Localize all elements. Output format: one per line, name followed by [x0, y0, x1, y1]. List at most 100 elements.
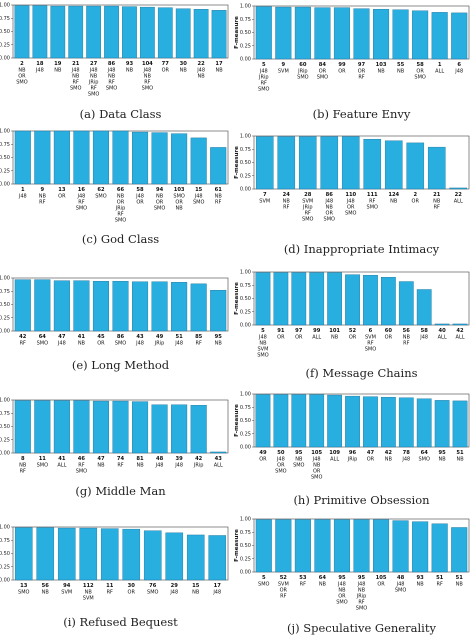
bar: [190, 137, 207, 185]
category-label: 61: [215, 187, 223, 193]
bar: [165, 532, 184, 581]
y-tick-label: 1.00: [240, 4, 251, 10]
y-tick-label: 0.75: [0, 411, 10, 417]
bar: [151, 281, 168, 332]
bar: [190, 283, 207, 332]
classifier-label: J48: [155, 463, 164, 469]
classifier-label: NB: [215, 341, 223, 347]
bar: [92, 130, 109, 185]
classifier-label: SMO: [356, 606, 367, 612]
classifier-label: OR: [412, 199, 420, 205]
classifier-label: J48: [194, 194, 203, 200]
classifier-label: OR: [162, 68, 170, 74]
category-label: 81: [136, 456, 144, 462]
category-label: 86: [108, 61, 116, 67]
classifier-label: OR: [313, 469, 321, 475]
bar: [373, 519, 390, 573]
category-label: 103: [376, 62, 387, 68]
classifier-label: SMO: [345, 211, 356, 217]
classifier-label: NB: [176, 206, 184, 212]
y-tick-label: 1.00: [0, 525, 10, 531]
y-axis-label: F-measure: [234, 16, 240, 49]
bar: [431, 12, 448, 60]
classifier-label: J48: [419, 335, 428, 341]
chart-panel-5: 0.000.250.500.751.00F-measure42RF64SMO47…: [0, 276, 229, 372]
classifier-label: SMO: [115, 341, 126, 347]
bar: [14, 5, 30, 59]
bar: [211, 10, 227, 59]
category-label: 95: [338, 575, 346, 581]
classifier-label: SMO: [193, 200, 204, 206]
classifier-label: SMO: [414, 75, 425, 81]
classifier-label: NB: [385, 457, 393, 463]
category-label: 47: [367, 450, 375, 456]
chart-panel-6: 0.000.250.500.751.00F-measure5J48NBSVMSM…: [234, 270, 470, 380]
classifier-label: SMO: [336, 600, 347, 606]
classifier-label: NB: [313, 463, 321, 469]
category-label: 112: [83, 583, 94, 589]
classifier-label: JRip: [347, 457, 358, 463]
category-label: 95: [295, 450, 303, 456]
y-tick-label: 0.50: [240, 418, 251, 424]
classifier-label: ALL: [214, 463, 223, 469]
panel-caption: (e) Long Method: [72, 358, 170, 372]
bar: [193, 9, 209, 59]
bar: [294, 519, 311, 573]
category-label: 11: [39, 456, 47, 462]
bar: [314, 7, 331, 60]
classifier-label: ALL: [454, 199, 463, 205]
classifier-label: OR: [319, 69, 327, 75]
classifier-label: SVM: [61, 590, 72, 596]
chart-panel-1: 0.000.250.500.751.00F-measure2NBORSMO18J…: [0, 3, 229, 121]
classifier-label: RF: [107, 590, 113, 596]
bar: [363, 274, 378, 326]
classifier-label: ALL: [312, 335, 321, 341]
y-tick-label: 0.50: [0, 302, 10, 308]
classifier-label: J48: [337, 582, 346, 588]
classifier-label: NB: [144, 74, 152, 80]
classifier-label: SMO: [142, 86, 153, 92]
category-label: 93: [417, 575, 425, 581]
classifier-label: NB: [90, 74, 98, 80]
bar: [275, 6, 292, 60]
classifier-label: NB: [331, 335, 339, 341]
chart-panel-3: 0.000.250.500.751.00F-measure1J489NBRF13…: [0, 129, 229, 246]
classifier-label: OR: [259, 457, 267, 463]
y-tick-label: 0.75: [0, 538, 10, 544]
classifier-label: JRip: [154, 341, 165, 347]
bar: [273, 394, 289, 448]
classifier-label: NB: [117, 194, 125, 200]
classifier-label: SMO: [302, 217, 313, 223]
y-tick-label: 0.25: [0, 564, 10, 570]
classifier-label: SMO: [258, 87, 269, 93]
category-label: 9: [41, 187, 45, 193]
y-axis-label: F-measure: [234, 146, 240, 179]
bar: [452, 400, 468, 448]
category-label: 42: [456, 328, 464, 334]
bar: [34, 400, 51, 454]
classifier-label: SMO: [37, 463, 48, 469]
category-label: 58: [417, 62, 425, 68]
bar: [151, 132, 168, 185]
category-label: 30: [128, 583, 136, 589]
category-label: 48: [397, 575, 405, 581]
y-tick-label: 0.00: [240, 445, 251, 451]
bar: [73, 400, 90, 454]
classifier-label: J48: [357, 582, 366, 588]
bar: [57, 527, 76, 581]
chart-panel-2: 0.000.250.500.751.00F-measure5J48JRipRFS…: [234, 4, 470, 121]
bar: [100, 528, 119, 581]
classifier-label: SMO: [18, 590, 29, 596]
classifier-label: ALL: [435, 69, 444, 75]
classifier-label: RF: [369, 199, 375, 205]
bar: [451, 527, 468, 573]
category-label: 46: [78, 456, 86, 462]
category-label: 101: [329, 328, 340, 334]
bar: [50, 5, 66, 59]
classifier-label: SMO: [324, 217, 335, 223]
classifier-label: SMO: [275, 469, 286, 475]
classifier-label: NB: [39, 194, 47, 200]
bar: [449, 187, 468, 190]
bar: [327, 272, 342, 326]
